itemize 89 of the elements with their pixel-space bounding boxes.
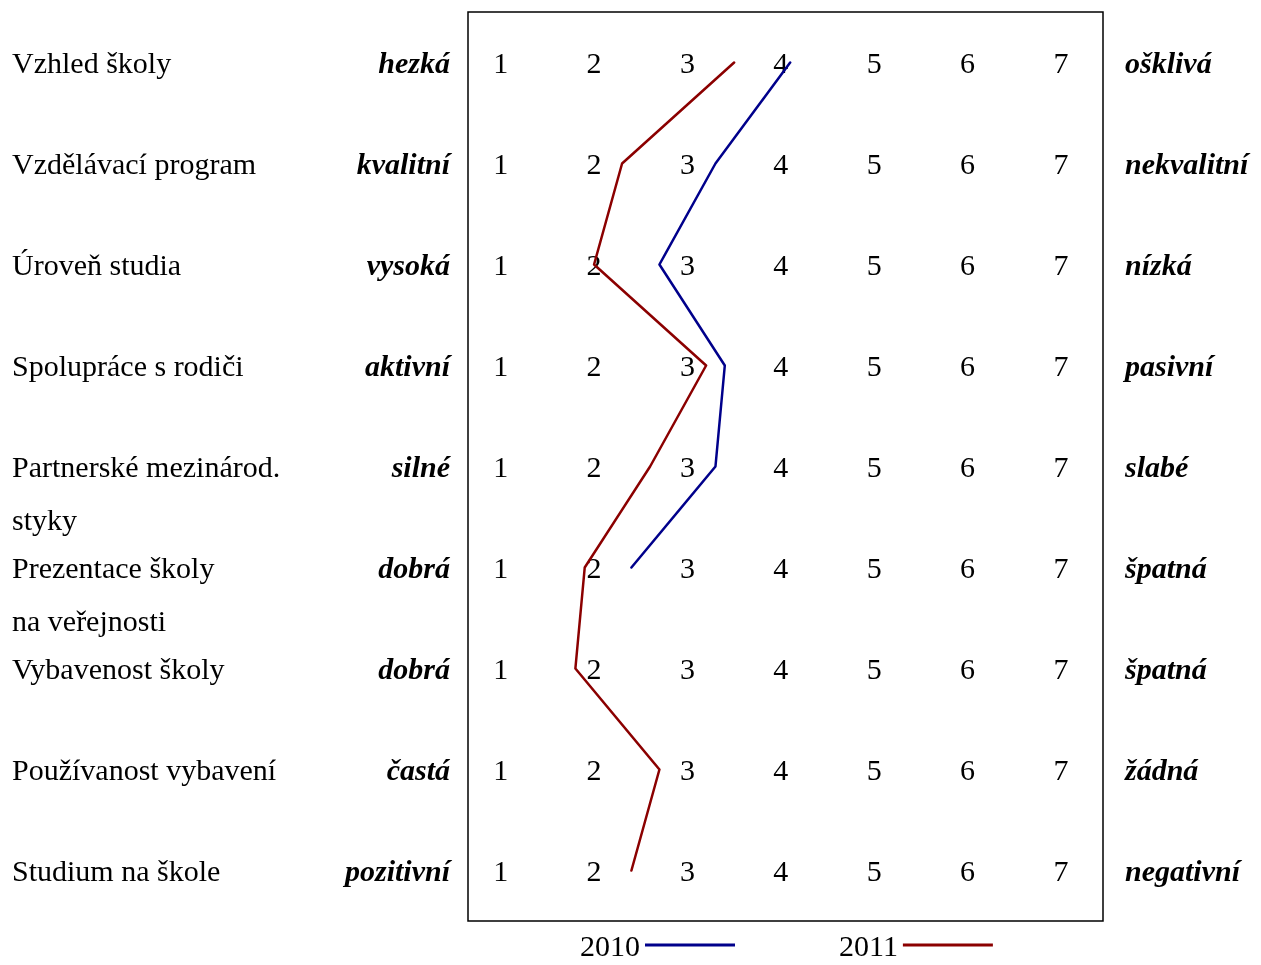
annotation: 3 [679,147,695,180]
text: vysoká [366,248,451,281]
annotation: 5 [866,854,882,887]
annotation: 4 [773,450,789,483]
text: pozitivní [341,854,453,887]
y2-tick-label: nekvalitní [1125,147,1251,180]
text: častá [386,753,451,786]
annotation: 3 [679,854,695,887]
y2-tick-label: ošklivá [1125,46,1213,79]
y2-tick-label: špatná [1124,652,1208,685]
y-tick-label: Studium na škole [12,854,221,887]
annotation: 2 [586,652,602,685]
text: silné [390,450,452,483]
annotation: 1 [493,248,509,281]
annotation: 6 [960,248,976,281]
annotation: 5 [866,147,882,180]
y-tick-label: Prezentace školy na veřejnosti [12,551,215,637]
annotation: 3 [679,551,695,584]
annotation: 2 [586,753,602,786]
annotation: 6 [960,147,976,180]
y-tick-label: Partnerské mezinárod. styky [12,450,281,536]
annotation: 4 [773,854,789,887]
annotation: 4 [773,349,789,382]
y-tick-label: Vybavenost školy [12,652,225,685]
annotation: 6 [960,551,976,584]
annotation: 2 [586,147,602,180]
annotation: 1 [493,147,509,180]
annotation: 5 [866,753,882,786]
annotation: 1 [493,652,509,685]
annotation: 4 [773,551,789,584]
annotation: 7 [1053,854,1069,887]
x-tick-label: 5 [866,46,882,79]
legend-label: 2010 [580,928,640,962]
annotation: 6 [960,349,976,382]
annotation: 7 [1053,147,1069,180]
annotation: 6 [960,854,976,887]
annotation: 4 [773,248,789,281]
text: kvalitní [356,147,453,180]
annotation: 2 [586,349,602,382]
y-tick-label: Vzdělávací program [12,147,257,180]
text: dobrá [378,652,451,685]
annotation: 7 [1053,349,1069,382]
annotation: 3 [679,753,695,786]
annotation: 1 [493,854,509,887]
y-tick-label: Úroveň studia [12,248,182,281]
annotation: 5 [866,652,882,685]
text: dobrá [378,551,451,584]
annotation: 1 [493,551,509,584]
annotation: 7 [1053,652,1069,685]
annotation: 7 [1053,248,1069,281]
annotation: 3 [679,349,695,382]
annotation: 1 [493,450,509,483]
y2-tick-label: pasivní [1122,349,1217,382]
annotation: 5 [866,450,882,483]
annotation: 7 [1053,450,1069,483]
annotation: 4 [773,753,789,786]
annotation: 2 [586,854,602,887]
annotation: 2 [586,450,602,483]
annotation: 3 [679,248,695,281]
y2-tick-label: špatná [1124,551,1208,584]
y-tick-label: Spolupráce s rodiči [12,349,244,382]
y-tick-label: Vzhled školy [12,46,172,79]
text: aktivní [364,349,453,382]
annotation: 5 [866,248,882,281]
y2-tick-label: slabé [1124,450,1191,483]
x-tick-label: 2 [586,46,602,79]
annotation: 4 [773,652,789,685]
y2-tick-label: nízká [1125,248,1193,281]
annotation: 6 [960,652,976,685]
annotation: 7 [1053,551,1069,584]
x-tick-label: 3 [679,46,695,79]
x-tick-label: 1 [493,46,509,79]
annotation: 5 [866,551,882,584]
annotation: 7 [1053,753,1069,786]
annotation: 1 [493,349,509,382]
y-tick-label: Používanost vybavení [12,753,277,786]
legend-label: 2011 [839,928,898,962]
annotation: 1 [493,753,509,786]
annotation: 5 [866,349,882,382]
x-tick-label: 7 [1053,46,1069,79]
annotation: 3 [679,450,695,483]
annotation: 6 [960,753,976,786]
text: hezká [378,46,451,79]
y2-tick-label: žádná [1124,753,1200,786]
annotation: 3 [679,652,695,685]
y2-tick-label: negativní [1125,854,1243,887]
annotation: 4 [773,147,789,180]
annotation: 6 [960,450,976,483]
x-tick-label: 6 [960,46,976,79]
